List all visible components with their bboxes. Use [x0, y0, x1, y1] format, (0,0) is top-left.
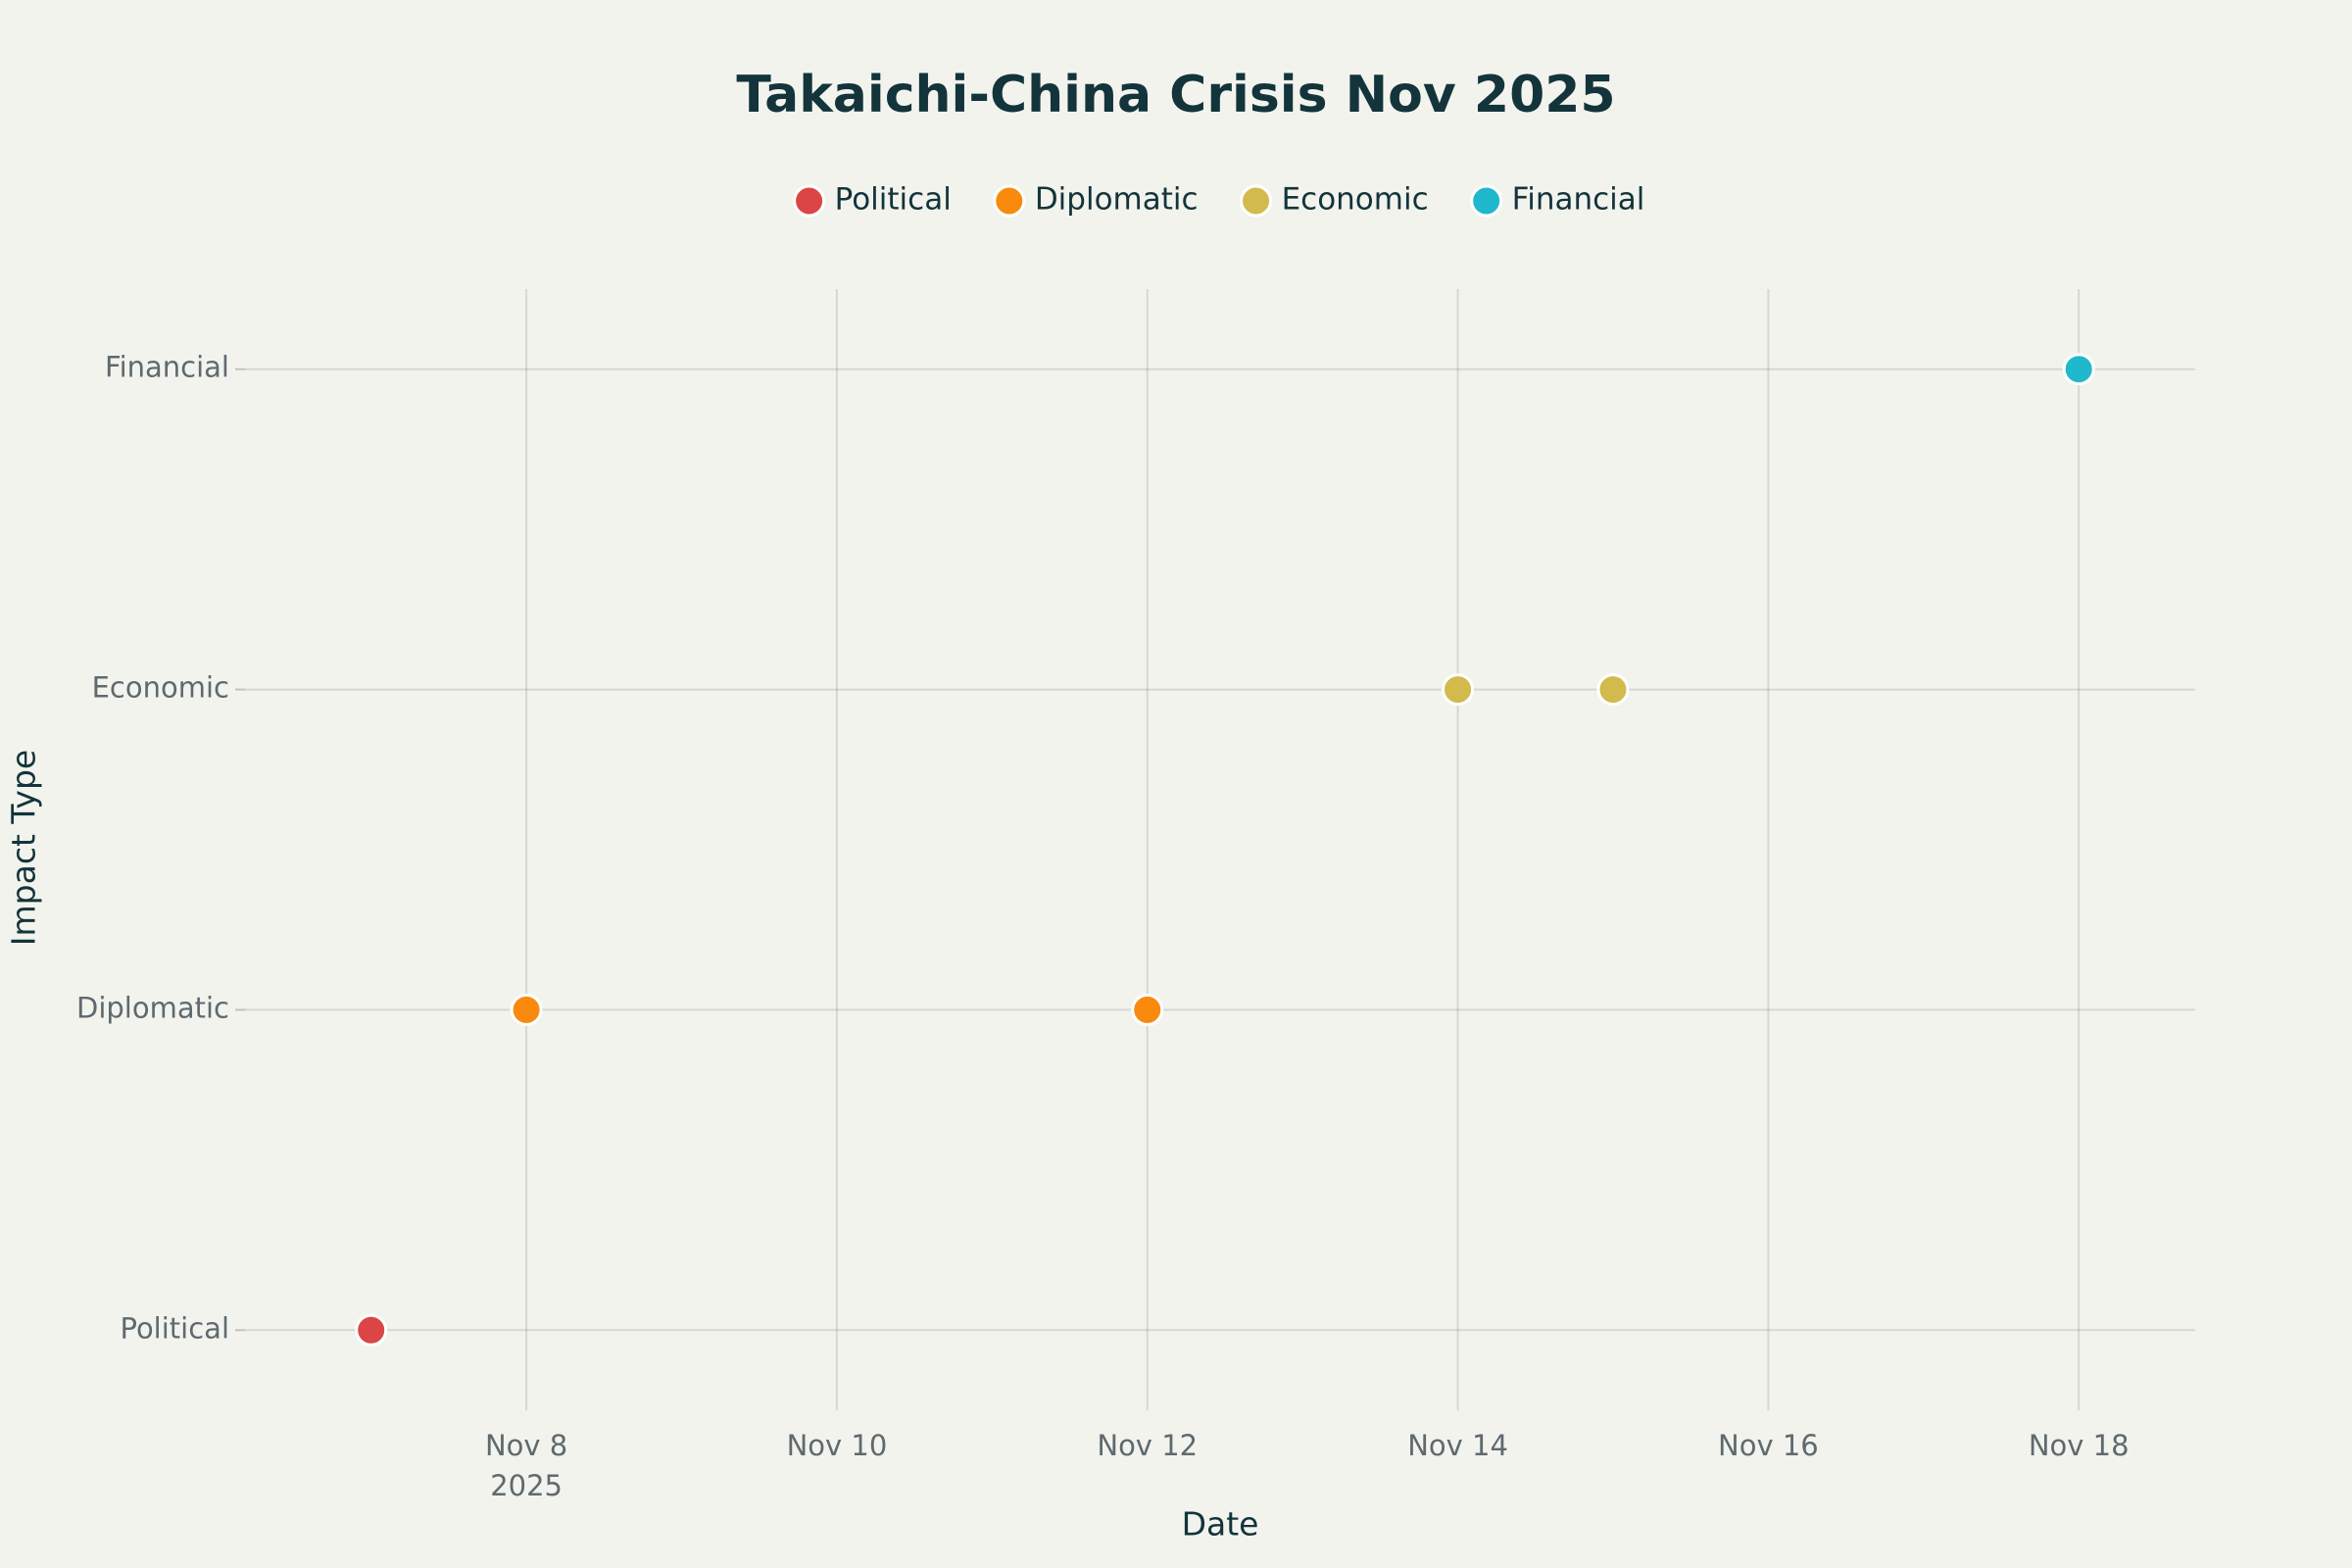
- point: [1131, 993, 1164, 1026]
- point: [510, 993, 543, 1026]
- legend-marker: [793, 184, 826, 218]
- legend-label: Diplomatic: [1035, 182, 1199, 218]
- y-tick-label: Economic: [92, 671, 229, 705]
- y-tick-label: Financial: [105, 351, 229, 384]
- legend-marker: [1240, 184, 1273, 218]
- x-tick-label: Nov 18: [2029, 1429, 2130, 1462]
- x-year-label: 2025: [490, 1469, 563, 1502]
- x-axis-title: Date: [1182, 1505, 1259, 1544]
- point: [1596, 673, 1630, 707]
- legend-label: Political: [835, 182, 952, 218]
- x-tick-label: Nov 16: [1718, 1429, 1819, 1462]
- legend-marker: [1470, 184, 1503, 218]
- legend-marker: [993, 184, 1026, 218]
- point: [1442, 673, 1475, 707]
- x-tick-label: Nov 8: [485, 1429, 567, 1462]
- y-tick-label: Political: [120, 1311, 229, 1345]
- x-tick-label: Nov 14: [1407, 1429, 1508, 1462]
- y-tick-label: Diplomatic: [76, 991, 229, 1024]
- y-axis-title: Impact Type: [5, 750, 43, 946]
- chart-title: Takaichi-China Crisis Nov 2025: [736, 66, 1615, 124]
- legend-label: Financial: [1512, 182, 1645, 218]
- point: [2062, 353, 2095, 386]
- x-tick-label: Nov 12: [1097, 1429, 1198, 1462]
- legend-label: Economic: [1282, 182, 1429, 218]
- point: [355, 1313, 388, 1347]
- x-tick-label: Nov 10: [787, 1429, 888, 1462]
